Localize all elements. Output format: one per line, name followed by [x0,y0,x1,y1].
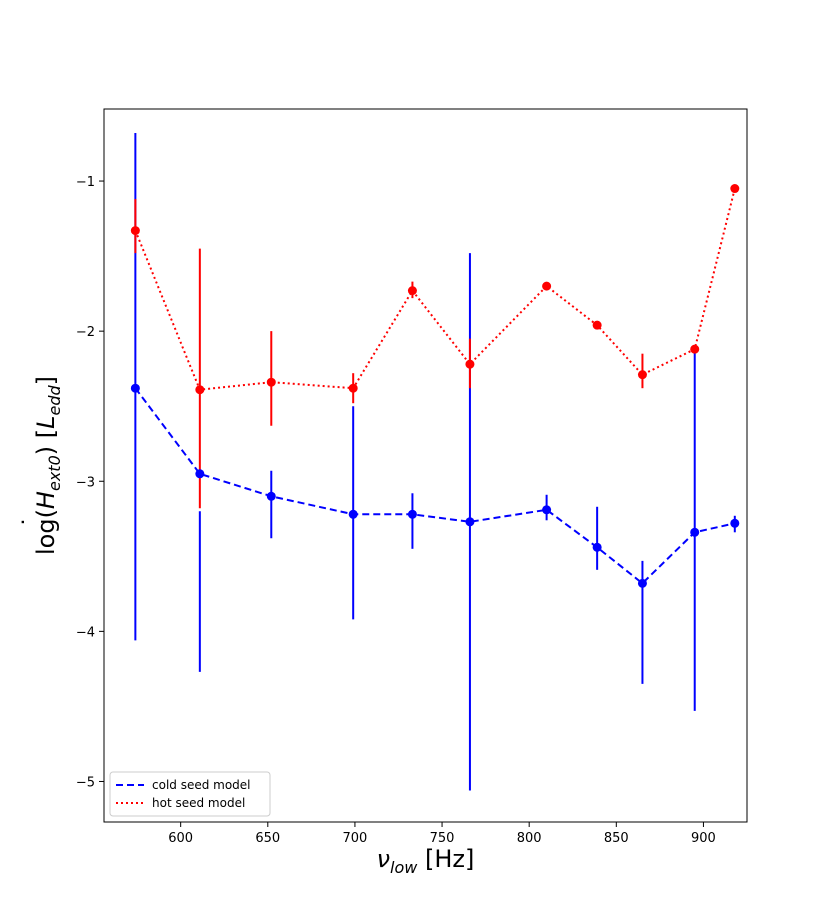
x-axis-ticks: 600 650 700 750 800 850 900 [168,822,716,846]
legend: cold seed model hot seed model [109,771,271,817]
x-tick-label: 900 [691,831,716,846]
y-tick-label: −4 [76,625,95,640]
hot-data-point [130,226,140,236]
cold-data-point [465,517,475,527]
cold-data-point [730,518,740,528]
plot-frame [103,108,748,823]
data-markers [130,184,740,588]
y-tick-label: −2 [76,325,95,340]
cold-data-point [266,491,276,501]
cold-legend-label: cold seed model [152,778,251,792]
cold-data-point [130,383,140,393]
x-tick-label: 700 [343,831,368,846]
hot-series-line [134,188,736,391]
hot-data-point [690,344,700,354]
cold-data-point [195,469,205,479]
y-tick-label: −3 [76,475,95,490]
hot-data-point [195,385,205,395]
hot-data-point [465,359,475,369]
cold-series-line [134,387,736,585]
x-tick-label: 650 [255,831,280,846]
cold-data-point [407,509,417,519]
y-axis-label: log(Hext0) [Ledd] [32,376,64,555]
cold-data-point [348,509,358,519]
cold-data-point [637,578,647,588]
hot-data-point [542,281,552,291]
hot-legend-label: hot seed model [152,796,245,810]
x-tick-label: 850 [604,831,629,846]
y-tick-label: −5 [76,775,95,790]
hot-data-point [348,383,358,393]
cold-data-point [690,527,700,537]
hot-data-point [407,286,417,296]
hot-data-point [637,370,647,380]
legend-box [109,771,271,817]
y-axis-ticks: −5 −4 −3 −2 −1 [76,175,104,790]
cold-data-point [542,505,552,515]
x-tick-label: 750 [430,831,455,846]
error-bars [134,133,736,791]
cold-data-point [592,542,602,552]
x-axis-label: νlow [Hz] [377,845,475,877]
hot-data-point [730,184,740,194]
hot-data-point [266,377,276,387]
y-label-dot-accent: ˙ [18,516,46,528]
hot-data-point [592,320,602,330]
series-lines [134,188,736,585]
y-tick-label: −1 [76,175,95,190]
x-tick-label: 600 [168,831,193,846]
x-tick-label: 800 [517,831,542,846]
